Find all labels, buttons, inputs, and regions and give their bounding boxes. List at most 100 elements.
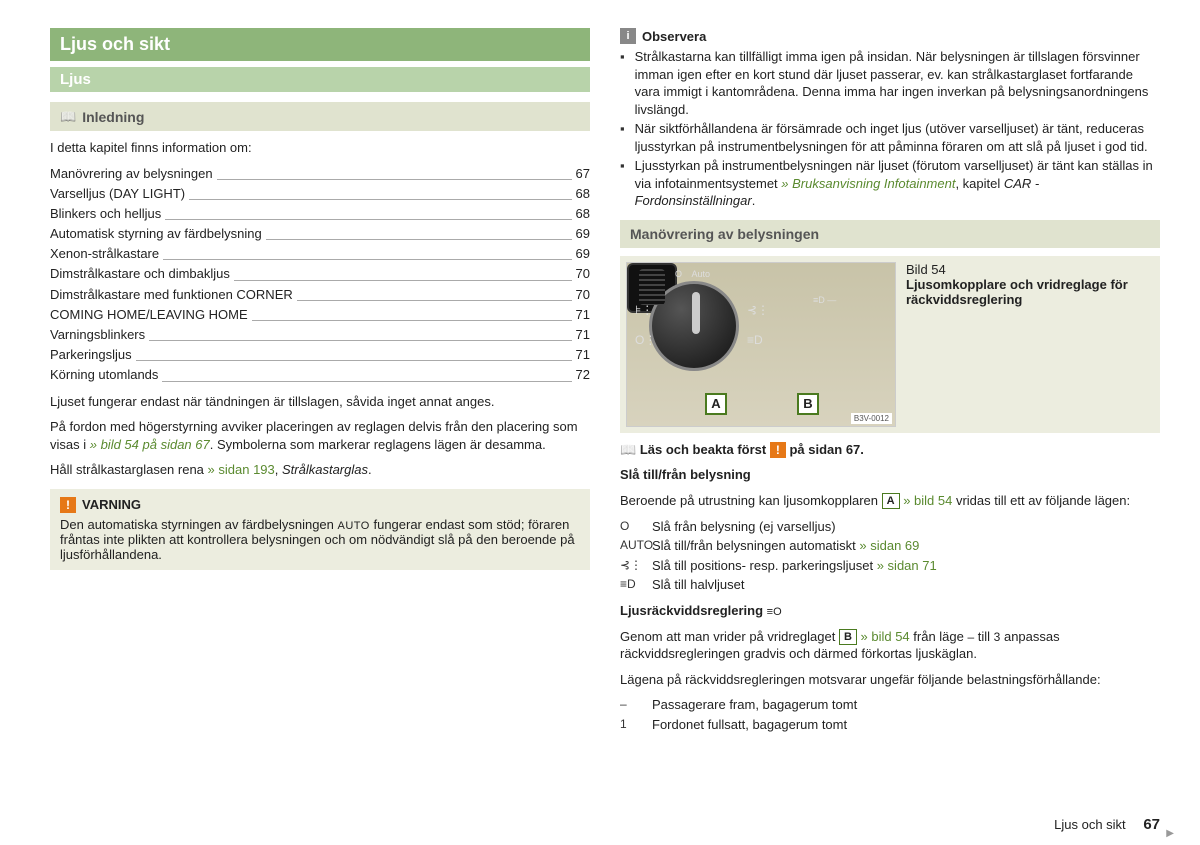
warning-title: VARNING — [82, 497, 141, 512]
mode-row: ≡DSlå till halvljuset — [620, 576, 1160, 594]
mode-text: Slå till/från belysningen automatiskt » … — [652, 537, 1160, 555]
link-infotainment[interactable]: » Bruksanvisning Infotainment — [781, 176, 955, 191]
toc-page: 70 — [576, 286, 590, 304]
warning-box: ! VARNING Den automatiska styrningen av … — [50, 489, 590, 570]
mode-row: AUTOSlå till/från belysningen automatisk… — [620, 537, 1160, 555]
toc-row[interactable]: Parkeringsljus 71 — [50, 346, 590, 364]
figure-54: ⊧⋮ O⋮ O Auto ⊰⋮ ≡D ≡D — A B B3V-0012 Bil… — [620, 256, 1160, 433]
mode-symbol: ⊰⋮ — [620, 557, 652, 575]
note-bullet: Strålkastarna kan tillfälligt imma igen … — [620, 48, 1160, 118]
table-of-contents: Manövrering av belysningen 67 Varselljus (… — [50, 165, 590, 385]
toc-page: 68 — [576, 205, 590, 223]
subheading: Slå till/från belysning — [620, 466, 1160, 484]
warning-text: Den automatiska styrningen av färdbelysn… — [60, 517, 580, 562]
observe-heading: i Observera — [620, 28, 1160, 44]
load-row: 1Fordonet fullsatt, bagagerum tomt — [620, 716, 1160, 734]
mode-symbol: AUTO — [620, 537, 652, 555]
toc-page: 72 — [576, 366, 590, 384]
toc-label: Parkeringsljus — [50, 346, 132, 364]
mode-row: OSlå från belysning (ej varselljus) — [620, 518, 1160, 536]
toc-row[interactable]: Körning utomlands 72 — [50, 366, 590, 384]
subsection-heading: Manövrering av belysningen — [620, 220, 1160, 248]
warning-icon: ! — [60, 497, 76, 513]
subheading: Ljusräckviddsreglering ≡O — [620, 602, 1160, 620]
toc-row[interactable]: COMING HOME/LEAVING HOME 71 — [50, 306, 590, 324]
load-list: –Passagerare fram, bagagerum tomt 1Fordon… — [620, 696, 1160, 733]
mode-text: Slå från belysning (ej varselljus) — [652, 518, 1160, 536]
paragraph: Håll strålkastarglasen rena » sidan 193,… — [50, 461, 590, 479]
callout-ref-b: B — [839, 629, 857, 645]
toc-label: Xenon-strålkastare — [50, 245, 159, 263]
paragraph: Beroende på utrustning kan ljusomkopplar… — [620, 492, 1160, 510]
left-column: Ljus och sikt Ljus Inledning I detta kap… — [50, 28, 590, 735]
section-title: Ljus — [50, 67, 590, 92]
toc-label: Dimstrålkastare med funktionen CORNER — [50, 286, 293, 304]
paragraph: På fordon med högerstyrning avviker plac… — [50, 418, 590, 453]
link-page193[interactable]: » sidan 193 — [208, 462, 275, 477]
figure-image: ⊧⋮ O⋮ O Auto ⊰⋮ ≡D ≡D — A B B3V-0012 — [626, 262, 896, 427]
load-symbol: 1 — [620, 716, 652, 734]
callout-a: A — [705, 393, 727, 415]
intro-heading: Inledning — [50, 102, 590, 131]
chapter-title: Ljus och sikt — [50, 28, 590, 61]
link-bild54[interactable]: » bild 54 — [900, 493, 953, 508]
load-row: –Passagerare fram, bagagerum tomt — [620, 696, 1160, 714]
toc-page: 68 — [576, 185, 590, 203]
footer-section: Ljus och sikt — [1054, 817, 1126, 832]
mode-symbol: O — [620, 518, 652, 536]
toc-label: Blinkers och helljus — [50, 205, 161, 223]
toc-label: Dimstrålkastare och dimbakljus — [50, 265, 230, 283]
intro-line: I detta kapitel finns information om: — [50, 139, 590, 157]
mode-row: ⊰⋮Slå till positions- resp. parkeringslj… — [620, 557, 1160, 575]
toc-label: Varselljus (DAY LIGHT) — [50, 185, 185, 203]
page-link[interactable]: » sidan 71 — [877, 558, 937, 573]
callout-ref-a: A — [882, 493, 900, 509]
toc-page: 69 — [576, 225, 590, 243]
page-link[interactable]: » sidan 69 — [859, 538, 919, 553]
toc-page: 71 — [576, 306, 590, 324]
callout-b: B — [797, 393, 819, 415]
book-icon — [620, 442, 636, 457]
paragraph: Ljuset fungerar endast när tändningen är… — [50, 393, 590, 411]
toc-row[interactable]: Blinkers och helljus 68 — [50, 205, 590, 223]
link-bild54[interactable]: » bild 54 — [857, 629, 910, 644]
image-code: B3V-0012 — [851, 413, 892, 424]
page-number: 67 — [1143, 816, 1160, 833]
paragraph: Lägena på räckviddsregleringen motsvarar… — [620, 671, 1160, 689]
mode-text: Slå till halvljuset — [652, 576, 1160, 594]
toc-label: Automatisk styrning av färdbelysning — [50, 225, 262, 243]
toc-row[interactable]: Varningsblinkers 71 — [50, 326, 590, 344]
toc-label: Varningsblinkers — [50, 326, 145, 344]
mode-symbol: ≡D — [620, 576, 652, 594]
toc-row[interactable]: Manövrering av belysningen 67 — [50, 165, 590, 183]
warning-icon: ! — [770, 442, 786, 458]
info-icon: i — [620, 28, 636, 44]
note-bullet: När siktförhållandena är försämrade och … — [620, 120, 1160, 155]
toc-row[interactable]: Automatisk styrning av färdbelysning 69 — [50, 225, 590, 243]
toc-page: 69 — [576, 245, 590, 263]
toc-page: 71 — [576, 346, 590, 364]
read-first-line: Läs och beakta först ! på sidan 67. — [620, 441, 1160, 459]
toc-label: Manövrering av belysningen — [50, 165, 213, 183]
load-symbol: – — [620, 696, 652, 714]
toc-row[interactable]: Xenon-strålkastare 69 — [50, 245, 590, 263]
mode-list: OSlå från belysning (ej varselljus)AUTOS… — [620, 518, 1160, 594]
continue-icon: ▶ — [1166, 828, 1174, 839]
toc-page: 70 — [576, 265, 590, 283]
figure-caption: Bild 54 Ljusomkopplare och vridreglage f… — [906, 262, 1154, 427]
toc-label: Körning utomlands — [50, 366, 158, 384]
toc-page: 67 — [576, 165, 590, 183]
toc-row[interactable]: Dimstrålkastare med funktionen CORNER 70 — [50, 286, 590, 304]
page-footer: Ljus och sikt 67 — [1054, 816, 1160, 833]
toc-row[interactable]: Dimstrålkastare och dimbakljus 70 — [50, 265, 590, 283]
toc-page: 71 — [576, 326, 590, 344]
paragraph: Genom att man vrider på vridreglaget B »… — [620, 628, 1160, 663]
right-column: i Observera Strålkastarna kan tillfällig… — [620, 28, 1160, 735]
intro-heading-text: Inledning — [82, 109, 144, 125]
link-bild54[interactable]: » bild 54 på sidan 67 — [90, 437, 210, 452]
mode-text: Slå till positions- resp. parkeringsljus… — [652, 557, 1160, 575]
toc-label: COMING HOME/LEAVING HOME — [50, 306, 248, 324]
toc-row[interactable]: Varselljus (DAY LIGHT) 68 — [50, 185, 590, 203]
note-bullet: Ljusstyrkan på instrumentbelysningen när… — [620, 157, 1160, 210]
book-icon — [60, 108, 76, 125]
